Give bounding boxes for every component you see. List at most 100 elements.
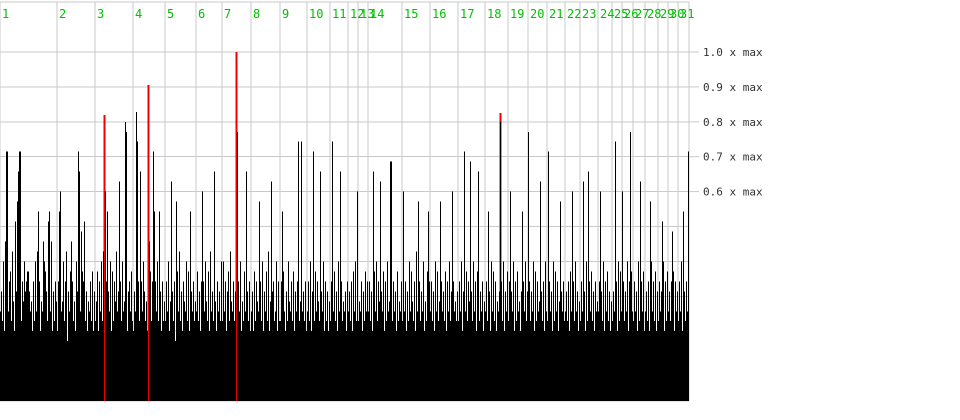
signal-bar <box>645 311 646 401</box>
signal-bar <box>676 311 677 401</box>
signal-bar <box>166 281 167 401</box>
signal-bar <box>40 331 41 401</box>
signal-bar <box>361 281 362 401</box>
signal-bar <box>323 261 324 401</box>
signal-bar <box>240 261 241 401</box>
signal-bar <box>503 261 504 401</box>
signal-bar <box>87 331 88 401</box>
signal-bar <box>315 271 316 401</box>
signal-bar <box>303 291 304 401</box>
signal-bar <box>71 241 72 401</box>
signal-bar <box>548 151 549 401</box>
signal-bar <box>335 321 336 401</box>
signal-bar <box>627 261 628 401</box>
signal-bar <box>209 331 210 401</box>
signal-bar <box>549 281 550 401</box>
signal-bar <box>632 311 633 401</box>
signal-bar <box>432 321 433 401</box>
signal-bar <box>79 171 80 401</box>
signal-bar <box>387 261 388 401</box>
signal-bar <box>533 261 534 401</box>
signal-bar <box>688 151 689 401</box>
signal-bar <box>603 261 604 401</box>
signal-bar <box>47 321 48 401</box>
signal-bar <box>259 201 260 401</box>
signal-bar <box>171 181 172 401</box>
signal-bar <box>48 221 49 401</box>
signal-bar <box>643 271 644 401</box>
signal-bar <box>593 291 594 401</box>
signal-bar <box>382 311 383 401</box>
signal-bar <box>495 281 496 401</box>
signal-bar <box>468 281 469 401</box>
signal-bar <box>258 311 259 401</box>
signal-bar <box>50 311 51 401</box>
signal-bar <box>339 311 340 401</box>
signal-bar <box>244 271 245 401</box>
signal-bar <box>483 331 484 401</box>
signal-bar <box>463 291 464 401</box>
signal-bar <box>532 311 533 401</box>
signal-bar <box>411 271 412 401</box>
signal-bar <box>190 211 191 401</box>
signal-bar <box>677 291 678 401</box>
signal-bar <box>545 261 546 401</box>
signal-bar <box>401 281 402 401</box>
signal-bar <box>140 171 141 401</box>
signal-bar <box>451 291 452 401</box>
signal-bar <box>600 191 601 401</box>
signal-bar <box>359 301 360 401</box>
signal-bar <box>403 191 404 401</box>
signal-bar <box>419 281 420 401</box>
section-label: 21 <box>549 7 563 21</box>
signal-bar <box>290 311 291 401</box>
signal-bar <box>416 251 417 401</box>
signal-bar <box>491 261 492 401</box>
signal-bar <box>169 331 170 401</box>
signal-bar <box>367 281 368 401</box>
signal-bar <box>118 291 119 401</box>
signal-bar <box>407 291 408 401</box>
signal-bar <box>161 331 162 401</box>
signal-bar <box>334 271 335 401</box>
signal-bar <box>227 291 228 401</box>
signal-bar <box>288 261 289 401</box>
signal-bar <box>505 291 506 401</box>
signal-bar <box>182 331 183 401</box>
signal-bar <box>61 311 62 401</box>
signal-bar <box>455 301 456 401</box>
signal-bar <box>377 321 378 401</box>
signal-bar <box>136 111 137 401</box>
signal-bar <box>568 281 569 401</box>
signal-bar <box>200 331 201 401</box>
signal-bar <box>354 311 355 401</box>
signal-bar <box>297 281 298 401</box>
signal-bar <box>151 321 152 401</box>
signal-bar <box>629 281 630 401</box>
signal-bar <box>319 321 320 401</box>
signal-bar <box>584 291 585 401</box>
signal-bar <box>338 261 339 401</box>
signal-bar <box>64 321 65 401</box>
signal-bar <box>638 261 639 401</box>
signal-bar <box>282 211 283 401</box>
signal-bar <box>673 271 674 401</box>
signal-bar <box>511 291 512 401</box>
signal-bar <box>84 221 85 401</box>
signal-bar <box>417 311 418 401</box>
signal-bar <box>231 301 232 401</box>
signal-bar <box>330 321 331 401</box>
signal-bar <box>360 311 361 401</box>
signal-bar <box>261 321 262 401</box>
signal-bar <box>7 151 8 401</box>
signal-bar <box>45 271 46 401</box>
signal-bar <box>497 301 498 401</box>
signal-bar <box>383 271 384 401</box>
section-label: 3 <box>97 7 104 21</box>
signal-bar <box>143 261 144 401</box>
signal-bar <box>581 281 582 401</box>
signal-bar <box>364 321 365 401</box>
signal-bar <box>195 301 196 401</box>
signal-bar <box>552 331 553 401</box>
signal-bar <box>115 301 116 401</box>
